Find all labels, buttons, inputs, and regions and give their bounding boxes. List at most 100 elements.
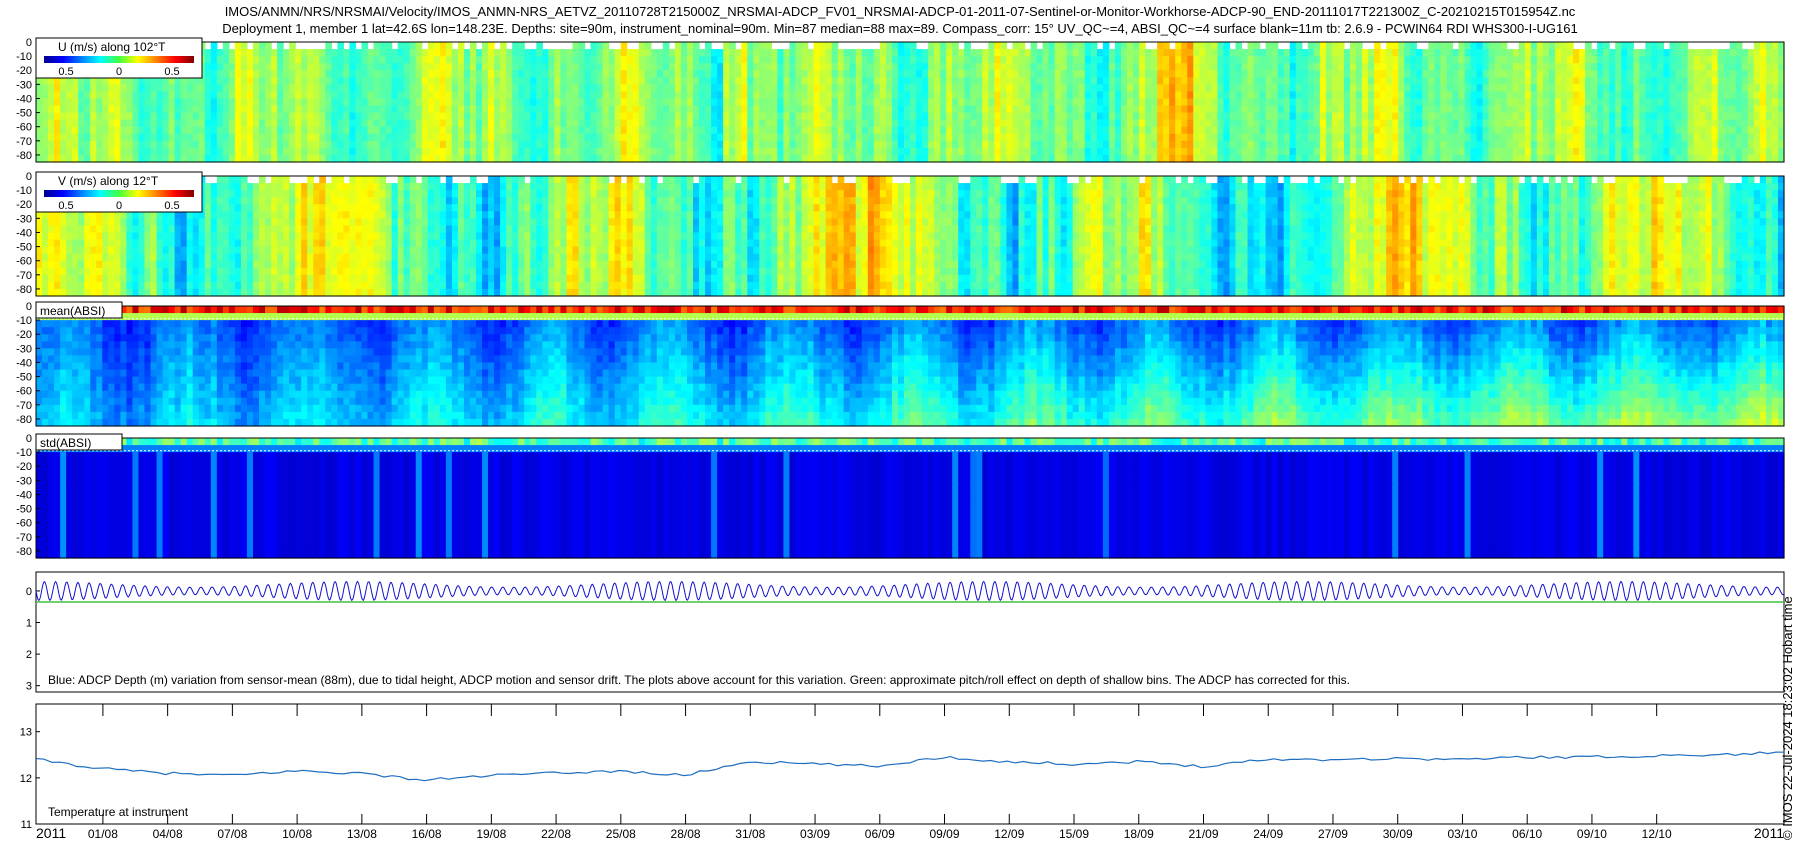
heatmap-cell <box>1048 147 1056 156</box>
heatmap-cell <box>1048 91 1056 100</box>
heatmap-cell <box>753 154 760 163</box>
heatmap-cell <box>530 126 537 135</box>
heatmap-cell <box>186 126 194 135</box>
heatmap-cell <box>1464 77 1472 85</box>
heatmap-cell <box>367 133 375 142</box>
heatmap-cell <box>1747 133 1755 142</box>
heatmap-cell <box>705 105 712 114</box>
heatmap-cell <box>1012 119 1020 128</box>
heatmap-cell <box>222 133 230 142</box>
heatmap-cell <box>1633 105 1640 114</box>
heatmap-cell <box>72 260 79 269</box>
heatmap-cell <box>1548 84 1556 93</box>
heatmap-cell <box>1452 91 1460 100</box>
heatmap-cell <box>693 105 700 114</box>
heatmap-cell <box>1012 147 1020 156</box>
heatmap-cell <box>656 56 664 64</box>
heatmap-cell <box>879 147 887 156</box>
heatmap-cell <box>1096 119 1104 128</box>
heatmap-cell <box>1458 77 1466 85</box>
heatmap-cell <box>1084 70 1092 78</box>
heatmap-cell <box>216 147 224 156</box>
heatmap-cell <box>240 98 248 107</box>
heatmap-cell <box>174 91 182 100</box>
heatmap-cell <box>349 42 357 50</box>
heatmap-cell <box>1036 63 1044 71</box>
heatmap-cell <box>415 42 423 50</box>
heatmap-cell <box>500 133 507 142</box>
heatmap-cell <box>1410 105 1417 114</box>
heatmap-cell <box>476 147 483 156</box>
heatmap-cell <box>84 253 91 262</box>
heatmap-cell <box>729 70 736 78</box>
heatmap-cell <box>72 77 79 85</box>
heatmap-cell <box>1711 140 1719 149</box>
heatmap-cell <box>265 77 272 85</box>
heatmap-cell <box>1018 56 1026 64</box>
heatmap-cell <box>1145 63 1152 71</box>
heatmap-cell <box>530 49 537 57</box>
heatmap-cell <box>964 126 971 135</box>
heatmap-cell <box>946 119 953 128</box>
heatmap-cell <box>54 133 61 142</box>
heatmap-cell <box>1777 56 1785 64</box>
heatmap-cell <box>849 140 857 149</box>
heatmap-cell <box>976 112 983 121</box>
heatmap-cell <box>1120 70 1128 78</box>
heatmap-cell <box>210 63 218 71</box>
heatmap-cell <box>596 77 604 85</box>
heatmap-cell <box>259 133 266 142</box>
heatmap-cell <box>433 63 441 71</box>
heatmap-cell <box>650 133 658 142</box>
heatmap-cell <box>1573 112 1580 121</box>
heatmap-cell <box>795 119 803 128</box>
heatmap-cell <box>1012 154 1020 163</box>
heatmap-cell <box>867 63 875 71</box>
heatmap-cell <box>138 119 146 128</box>
heatmap-cell <box>222 140 230 149</box>
heatmap-cell <box>656 63 664 71</box>
heatmap-cell <box>1759 49 1767 57</box>
heatmap-cell <box>319 105 326 114</box>
heatmap-cell <box>1476 105 1484 114</box>
heatmap-cell <box>1633 119 1640 128</box>
heatmap-cell <box>1422 147 1429 156</box>
heatmap-cell <box>837 105 845 114</box>
heatmap-cell <box>1000 77 1008 85</box>
heatmap-cell <box>457 77 465 85</box>
heatmap-cell <box>1060 112 1068 121</box>
heatmap-cell <box>373 77 381 85</box>
heatmap-cell <box>1126 133 1134 142</box>
heatmap-cell <box>1548 147 1556 156</box>
heatmap-cell <box>445 140 453 149</box>
heatmap-cell <box>1681 154 1689 163</box>
heatmap-cell <box>903 147 911 156</box>
heatmap-cell <box>1247 105 1255 114</box>
heatmap-cell <box>1386 98 1393 107</box>
heatmap-cell <box>994 42 1002 50</box>
heatmap-cell <box>554 154 561 163</box>
heatmap-cell <box>156 112 164 121</box>
heatmap-cell <box>1024 84 1032 93</box>
colorbar-tick-label: 0 <box>116 66 122 78</box>
heatmap-cell <box>319 119 326 128</box>
heatmap-cell <box>1024 112 1032 121</box>
heatmap-cell <box>1663 154 1671 163</box>
heatmap-cell <box>632 133 640 142</box>
heatmap-cell <box>554 91 561 100</box>
heatmap-cell <box>1133 133 1140 142</box>
heatmap-cell <box>1422 77 1429 85</box>
heatmap-cell <box>982 147 989 156</box>
heatmap-cell <box>988 105 995 114</box>
heatmap-cell <box>259 91 266 100</box>
heatmap-cell <box>403 154 411 163</box>
heatmap-cell <box>1386 119 1393 128</box>
heatmap-cell <box>1711 70 1719 78</box>
heatmap-cell <box>831 63 839 71</box>
heatmap-cell <box>385 77 393 85</box>
heatmap-cell <box>1597 105 1604 114</box>
heatmap-cell <box>849 126 857 135</box>
heatmap-cell <box>1729 56 1737 64</box>
heatmap-cell <box>572 105 580 114</box>
heatmap-cell <box>922 133 929 142</box>
